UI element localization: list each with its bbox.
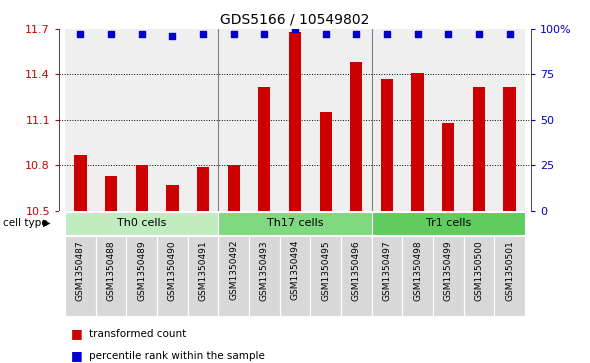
Bar (289, 32, 301, 211)
Point (382, 32, 392, 37)
Text: GSM1350492: GSM1350492 (229, 240, 238, 301)
FancyBboxPatch shape (372, 212, 525, 234)
Bar (320, 112, 332, 211)
FancyBboxPatch shape (464, 236, 494, 316)
Bar (157, 29, 188, 211)
Text: GSM1350496: GSM1350496 (352, 240, 361, 301)
Point (260, 32, 269, 37)
Text: GSM1350501: GSM1350501 (505, 240, 514, 301)
Bar (258, 86, 270, 211)
Text: GSM1350494: GSM1350494 (290, 240, 300, 301)
Point (137, 32, 146, 37)
Text: GSM1350491: GSM1350491 (199, 240, 208, 301)
Bar (433, 29, 464, 211)
Text: transformed count: transformed count (88, 329, 186, 339)
Text: GSM1350488: GSM1350488 (107, 240, 116, 301)
Text: GSM1350498: GSM1350498 (413, 240, 422, 301)
Bar (473, 86, 485, 211)
Point (444, 32, 453, 37)
Text: GSM1350490: GSM1350490 (168, 240, 177, 301)
Bar (126, 29, 157, 211)
FancyBboxPatch shape (249, 236, 280, 316)
Text: GSM1350495: GSM1350495 (321, 240, 330, 301)
Bar (464, 29, 494, 211)
FancyBboxPatch shape (280, 236, 310, 316)
Title: GDS5166 / 10549802: GDS5166 / 10549802 (220, 12, 370, 26)
Text: ■: ■ (71, 327, 83, 340)
FancyBboxPatch shape (65, 212, 218, 234)
Bar (197, 167, 209, 211)
FancyBboxPatch shape (96, 236, 126, 316)
Point (168, 33, 177, 39)
Text: GSM1350497: GSM1350497 (382, 240, 391, 301)
FancyBboxPatch shape (218, 212, 372, 234)
FancyBboxPatch shape (341, 236, 372, 316)
FancyBboxPatch shape (433, 236, 464, 316)
Text: Th0 cells: Th0 cells (117, 218, 166, 228)
Bar (381, 79, 393, 211)
Bar (74, 155, 87, 211)
Text: Tr1 cells: Tr1 cells (425, 218, 471, 228)
Text: GSM1350489: GSM1350489 (137, 240, 146, 301)
Point (290, 26, 300, 32)
FancyBboxPatch shape (188, 236, 218, 316)
FancyBboxPatch shape (310, 236, 341, 316)
FancyBboxPatch shape (157, 236, 188, 316)
Point (321, 32, 330, 37)
FancyBboxPatch shape (218, 236, 249, 316)
Point (474, 32, 484, 37)
Bar (350, 62, 362, 211)
Text: GSM1350499: GSM1350499 (444, 240, 453, 301)
Point (106, 32, 116, 37)
Bar (442, 123, 454, 211)
Bar (494, 29, 525, 211)
Text: GSM1350500: GSM1350500 (474, 240, 483, 301)
Text: ▶: ▶ (43, 218, 51, 228)
Text: ■: ■ (71, 349, 83, 362)
FancyBboxPatch shape (494, 236, 525, 316)
Bar (249, 29, 280, 211)
Point (505, 32, 514, 37)
Bar (372, 29, 402, 211)
Bar (341, 29, 372, 211)
Bar (166, 185, 179, 211)
Text: GSM1350487: GSM1350487 (76, 240, 85, 301)
Point (229, 32, 238, 37)
Text: GSM1350493: GSM1350493 (260, 240, 269, 301)
FancyBboxPatch shape (402, 236, 433, 316)
Point (198, 32, 208, 37)
Bar (310, 29, 341, 211)
Bar (503, 86, 516, 211)
FancyBboxPatch shape (65, 236, 96, 316)
Text: cell type: cell type (3, 218, 48, 228)
Point (76, 32, 85, 37)
FancyBboxPatch shape (372, 236, 402, 316)
Text: Th17 cells: Th17 cells (267, 218, 323, 228)
Bar (280, 29, 310, 211)
Bar (411, 73, 424, 211)
Bar (188, 29, 218, 211)
Text: percentile rank within the sample: percentile rank within the sample (88, 351, 264, 361)
Bar (228, 165, 240, 211)
Bar (136, 165, 148, 211)
Point (413, 32, 422, 37)
Bar (105, 176, 117, 211)
Point (352, 32, 361, 37)
FancyBboxPatch shape (126, 236, 157, 316)
Bar (218, 29, 249, 211)
Bar (402, 29, 433, 211)
Bar (65, 29, 96, 211)
Bar (96, 29, 126, 211)
